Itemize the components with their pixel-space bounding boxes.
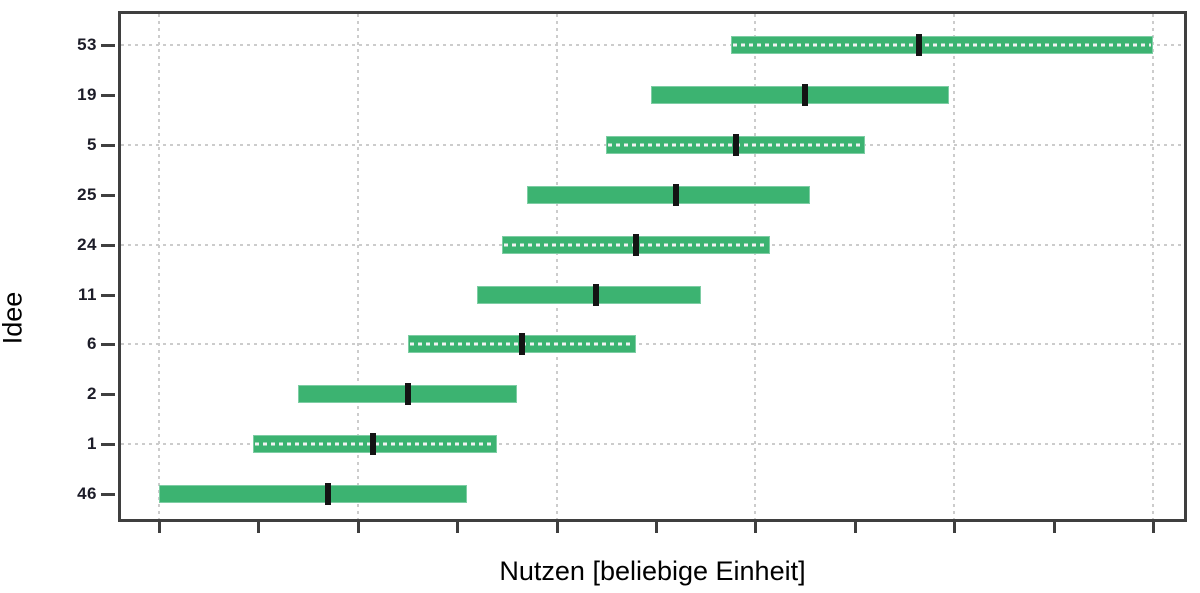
x-axis-tick [158,519,161,533]
y-axis-tick [101,343,115,347]
x-axis-tick [257,519,261,533]
y-axis-tick [101,93,115,97]
gridline-vertical [555,14,558,519]
gridline-horizontal [121,44,1184,46]
median-marker [369,433,376,456]
y-axis-title: Idee [0,291,28,345]
plot-area: 53 19 5 25 24 11 6 2 1 46 [77,11,1187,533]
median-marker [732,133,739,156]
y-axis-tick [101,193,115,197]
y-axis-label: 24 [77,234,97,254]
y-axis-tick [101,293,115,297]
x-axis-title: Nutzen [beliebige Einheit] [499,556,806,586]
range-bar [477,285,701,304]
y-axis-label: 46 [77,484,97,504]
median-marker [672,183,679,206]
y-axis-tick [101,44,115,47]
median-marker [633,233,640,256]
bar-center-dashed-line [732,43,1151,47]
x-axis-tick [754,519,758,533]
y-axis-label: 19 [77,84,97,104]
median-marker [916,34,923,56]
x-axis-tick [555,519,559,533]
median-marker [518,333,525,356]
x-axis-tick [1052,519,1056,533]
x-axis-tick [853,519,857,533]
x-axis-tick [356,519,360,533]
y-axis-label: 11 [78,284,97,304]
y-axis-tick [101,493,115,497]
gridline-vertical [356,14,359,519]
y-axis-label: 53 [77,35,97,54]
median-marker [404,383,411,406]
y-axis-tick [101,243,115,247]
gridline-horizontal [121,343,1184,346]
gridline-vertical [953,14,956,519]
y-axis-label: 25 [77,184,97,204]
range-bar [651,85,950,104]
median-marker [593,283,600,306]
y-axis-tick [101,393,115,397]
gridline-vertical [158,14,160,519]
y-axis-label: 1 [87,434,97,454]
y-axis-tick [101,443,115,447]
x-axis-tick [953,519,957,533]
y-axis-label: 2 [87,384,97,404]
y-axis-label: 5 [87,134,97,154]
gridline-vertical [1152,14,1154,519]
range-bar [159,485,468,504]
x-axis-tick [655,519,658,533]
gridline-horizontal [121,443,1184,446]
y-axis-label: 6 [87,334,97,354]
range-bar [730,36,1153,54]
y-axis-tick [101,143,115,147]
median-marker [324,483,331,506]
x-axis-tick [1152,519,1155,533]
gridline-vertical [754,14,757,519]
median-marker [802,83,809,106]
range-bar [526,185,811,204]
x-axis-tick [456,519,460,533]
